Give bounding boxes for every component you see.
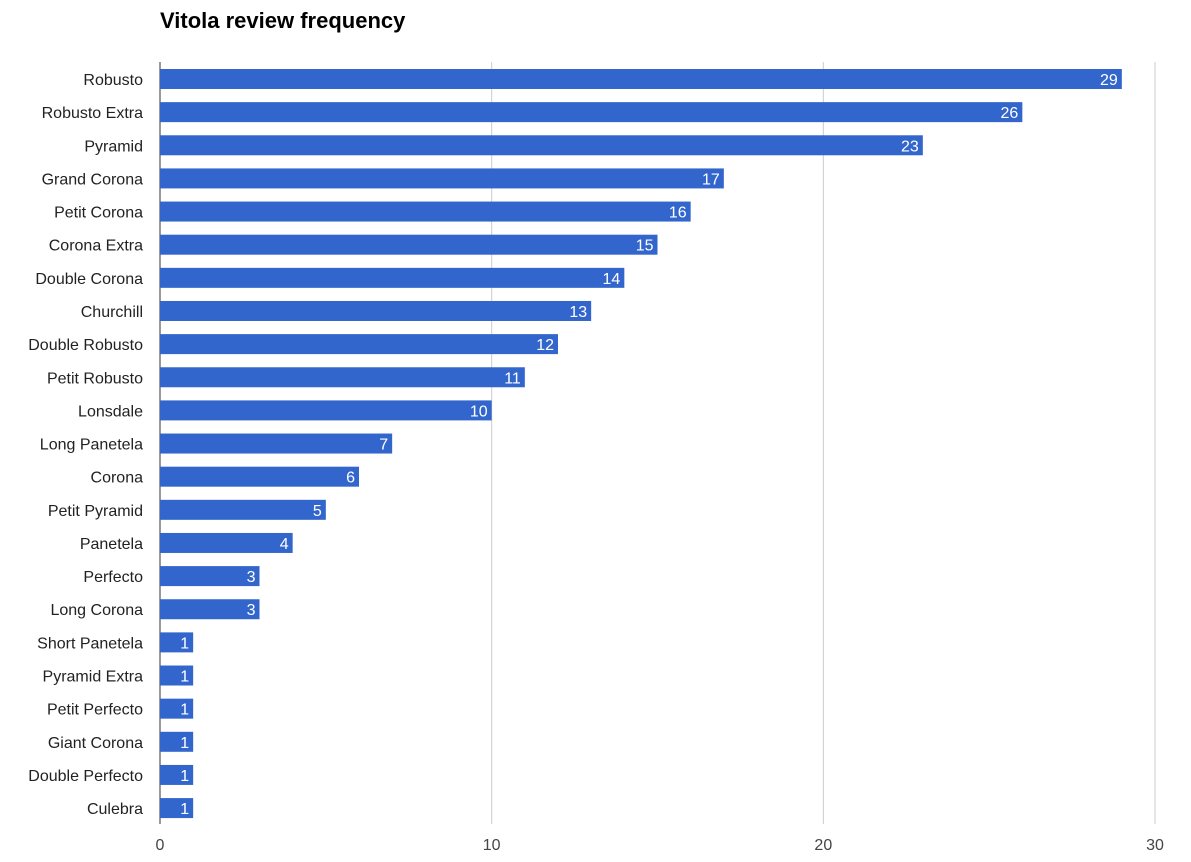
bar xyxy=(160,599,260,620)
x-tick-label: 20 xyxy=(814,837,832,854)
category-label: Giant Corona xyxy=(48,735,143,752)
bar xyxy=(160,466,359,487)
bar-value-label: 4 xyxy=(280,536,289,553)
category-label: Double Perfecto xyxy=(28,768,143,785)
bar-value-label: 1 xyxy=(180,768,189,785)
category-label: Petit Corona xyxy=(54,205,143,222)
bar xyxy=(160,566,260,587)
bar xyxy=(160,267,625,288)
category-label: Grand Corona xyxy=(42,171,143,188)
category-label: Short Panetela xyxy=(37,635,143,652)
category-label: Double Robusto xyxy=(28,337,143,354)
category-label: Churchill xyxy=(81,304,143,321)
bar-value-label: 17 xyxy=(702,171,720,188)
bar-value-label: 26 xyxy=(1001,105,1019,122)
bar-value-label: 7 xyxy=(379,437,388,454)
bar-value-label: 6 xyxy=(346,470,355,487)
category-label: Corona Extra xyxy=(49,238,143,255)
bar xyxy=(160,334,558,355)
bar-value-label: 1 xyxy=(180,702,189,719)
bar-value-label: 10 xyxy=(470,403,488,420)
x-tick-label: 10 xyxy=(483,837,501,854)
bar-value-label: 3 xyxy=(247,569,256,586)
bar-value-label: 13 xyxy=(569,304,587,321)
bar xyxy=(160,632,194,653)
bar xyxy=(160,135,923,156)
bar xyxy=(160,798,194,819)
bar-value-label: 1 xyxy=(180,635,189,652)
category-label: Culebra xyxy=(87,801,143,818)
bar xyxy=(160,300,592,321)
chart-title: Vitola review frequency xyxy=(160,8,406,33)
bar-value-label: 23 xyxy=(901,138,919,155)
bar xyxy=(160,499,326,520)
category-label: Long Corona xyxy=(50,602,143,619)
category-label: Perfecto xyxy=(83,569,143,586)
bar xyxy=(160,69,1122,89)
bar xyxy=(160,665,194,686)
category-label: Petit Pyramid xyxy=(48,503,143,520)
category-label: Double Corona xyxy=(35,271,143,288)
bar-value-label: 11 xyxy=(504,370,521,387)
category-label: Panetela xyxy=(80,536,143,553)
bar xyxy=(160,367,525,388)
x-tick-label: 30 xyxy=(1146,837,1164,854)
category-label: Petit Robusto xyxy=(47,370,143,387)
bar xyxy=(160,433,393,454)
bar-value-label: 3 xyxy=(247,602,256,619)
category-label: Corona xyxy=(91,470,144,487)
category-label: Pyramid Extra xyxy=(43,669,144,686)
bar xyxy=(160,764,194,785)
category-label: Long Panetela xyxy=(40,437,143,454)
bar-value-label: 1 xyxy=(180,669,189,686)
bar xyxy=(160,698,194,719)
bar-value-label: 29 xyxy=(1100,72,1118,89)
bar-value-label: 16 xyxy=(669,205,687,222)
bar xyxy=(160,201,691,222)
bar xyxy=(160,168,724,189)
x-axis-tick-labels: 0 10 20 30 xyxy=(156,837,1164,854)
bar-value-label: 5 xyxy=(313,503,322,520)
category-label: Lonsdale xyxy=(78,403,143,420)
bar xyxy=(160,532,293,553)
bar xyxy=(160,400,492,421)
x-tick-label: 0 xyxy=(156,837,165,854)
bar-value-label: 1 xyxy=(180,735,189,752)
bar-value-label: 14 xyxy=(603,271,621,288)
category-label: Petit Perfecto xyxy=(47,702,143,719)
bar-value-label: 12 xyxy=(536,337,554,354)
bar xyxy=(160,234,658,255)
bar-value-label: 1 xyxy=(180,801,189,818)
category-labels: Robusto Robusto Extra Pyramid Grand Corona P… xyxy=(28,72,143,818)
category-label: Robusto Extra xyxy=(42,105,143,122)
bars xyxy=(160,69,1122,819)
bar xyxy=(160,731,194,752)
bar xyxy=(160,102,1023,123)
category-label: Pyramid xyxy=(84,138,143,155)
bar-value-label: 15 xyxy=(636,238,654,255)
category-label: Robusto xyxy=(83,72,143,89)
